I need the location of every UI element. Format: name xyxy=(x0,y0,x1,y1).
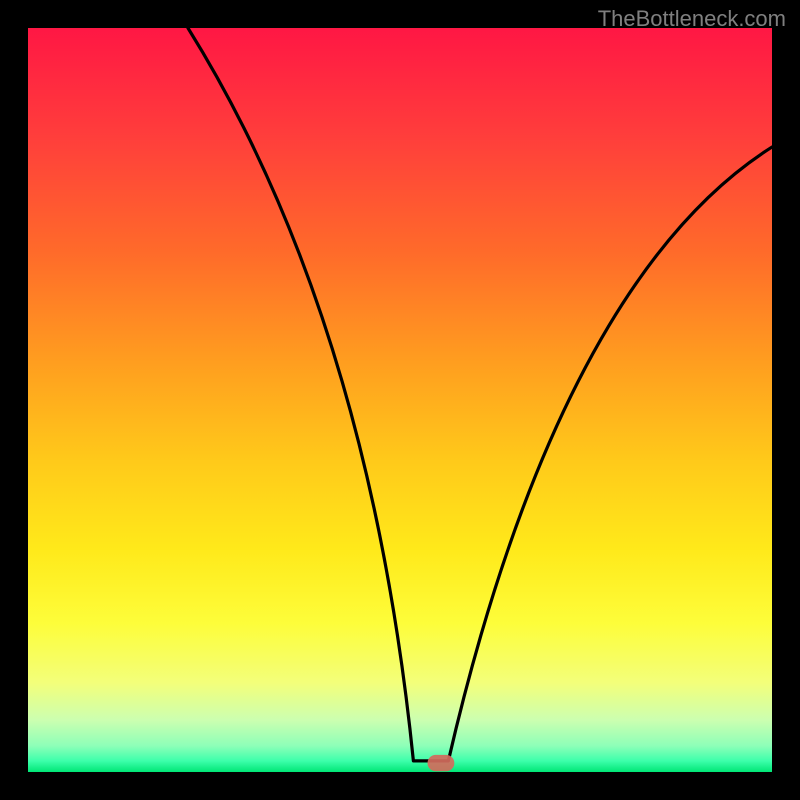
bottleneck-chart xyxy=(28,28,772,772)
optimal-marker xyxy=(428,755,455,771)
chart-frame: TheBottleneck.com xyxy=(0,0,800,800)
plot-area xyxy=(28,28,772,772)
